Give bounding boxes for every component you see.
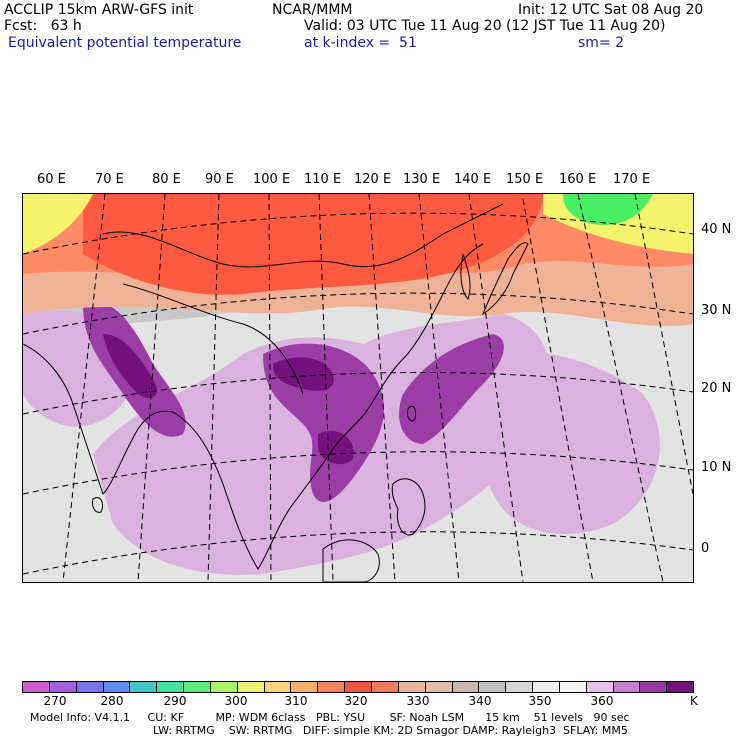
lon-label-120e: 120 E xyxy=(354,172,392,187)
colorbar-swatch xyxy=(291,682,319,692)
lat-label-30n: 30 N xyxy=(701,303,732,318)
yellow-region-northwest xyxy=(23,194,93,254)
lon-label-70e: 70 E xyxy=(95,172,124,187)
colorbar-swatch xyxy=(130,682,158,692)
theta-e-field-map xyxy=(23,194,693,582)
lon-label-80e: 80 E xyxy=(152,172,181,187)
india-coast xyxy=(23,343,174,495)
colorbar xyxy=(22,681,694,693)
colorbar-swatch xyxy=(506,682,534,692)
taiwan-coast xyxy=(407,405,416,422)
colorbar-swatch xyxy=(157,682,185,692)
lon-label-130e: 130 E xyxy=(403,172,441,187)
meridian-110e xyxy=(318,194,334,582)
colorbar-swatch xyxy=(398,682,426,692)
colorbar-label-330: 330 xyxy=(406,694,430,708)
colorbar-swatch xyxy=(533,682,560,692)
colorbar-label-300: 300 xyxy=(224,694,248,708)
colorbar-label-360: 360 xyxy=(590,694,614,708)
borneo-coast xyxy=(322,539,380,582)
meridian-130e xyxy=(418,194,460,582)
colorbar-swatch xyxy=(49,682,77,692)
colorbar-label-280: 280 xyxy=(100,694,124,708)
colorbar-swatch xyxy=(667,682,694,692)
smoothing-value: sm= 2 xyxy=(578,35,625,51)
meridian-170e xyxy=(634,194,693,495)
colorbar-swatch xyxy=(586,682,614,692)
graticule xyxy=(23,194,693,582)
meridian-140e xyxy=(468,194,524,582)
lon-label-110e: 110 E xyxy=(304,172,342,187)
model-info-line-2: LW: RRTMG SW: RRTMG DIFF: simple KM: 2D … xyxy=(153,724,628,737)
lon-label-140e: 140 E xyxy=(454,172,492,187)
dark-purple-core-scs xyxy=(318,430,354,465)
colorbar-unit: K xyxy=(690,694,698,708)
lat-label-40n: 40 N xyxy=(701,222,732,237)
colorbar-swatch xyxy=(184,682,211,692)
colorbar-swatch xyxy=(237,682,265,692)
meridian-150e xyxy=(522,198,594,582)
lon-label-160e: 160 E xyxy=(559,172,597,187)
init-time: Init: 12 UTC Sat 08 Aug 20 xyxy=(518,2,704,18)
meridian-160e xyxy=(577,194,664,582)
colorbar-label-340: 340 xyxy=(468,694,492,708)
china-border xyxy=(102,203,504,268)
colorbar-label-350: 350 xyxy=(528,694,552,708)
colorbar-swatch xyxy=(559,682,587,692)
colorbar-label-270: 270 xyxy=(43,694,67,708)
green-region-northeast xyxy=(563,194,653,225)
colorbar-swatch xyxy=(479,682,507,692)
coastlines xyxy=(23,203,529,582)
colorbar-swatch xyxy=(210,682,238,692)
colorbar-swatch xyxy=(264,682,292,692)
valid-time: Valid: 03 UTC Tue 11 Aug 20 (12 JST Tue … xyxy=(304,18,666,34)
colorbar-swatch xyxy=(76,682,104,692)
meridian-120e xyxy=(368,194,396,582)
meridian-80e xyxy=(137,194,166,582)
lon-label-150e: 150 E xyxy=(506,172,544,187)
colorbar-swatch xyxy=(425,682,453,692)
field-name: Equivalent potential temperature xyxy=(8,35,242,51)
japan-coast xyxy=(481,242,529,316)
colorbar-label-310: 310 xyxy=(284,694,308,708)
korea-coast xyxy=(460,253,471,300)
lon-label-90e: 90 E xyxy=(205,172,234,187)
level-index: at k-index = 51 xyxy=(304,35,417,51)
colorbar-swatch xyxy=(318,682,346,692)
forecast-hour: Fcst: 63 h xyxy=(4,18,82,34)
lat-label-10n: 10 N xyxy=(701,460,732,475)
colorbar-swatch xyxy=(103,682,131,692)
lon-label-100e: 100 E xyxy=(253,172,291,187)
map-panel xyxy=(22,193,694,583)
lon-label-170e: 170 E xyxy=(613,172,651,187)
lon-label-60e: 60 E xyxy=(37,172,66,187)
colorbar-swatch xyxy=(23,682,50,692)
model-info-line-1: Model Info: V4.1.1 CU: KF MP: WDM 6class… xyxy=(30,711,630,724)
colorbar-swatch xyxy=(452,682,480,692)
colorbar-label-290: 290 xyxy=(163,694,187,708)
lat-label-0: 0 xyxy=(701,541,710,556)
colorbar-swatch xyxy=(345,682,372,692)
meridian-90e xyxy=(207,194,220,582)
philippines-coast xyxy=(391,478,426,536)
indochina-coast xyxy=(172,408,369,570)
sri-lanka-coast xyxy=(92,497,104,513)
china-coast xyxy=(367,243,484,410)
pale-purple-region-east xyxy=(474,351,660,534)
colorbar-swatch xyxy=(640,682,668,692)
meridian-70e xyxy=(62,194,106,582)
lat-label-20n: 20 N xyxy=(701,381,732,396)
dark-purple-core-china xyxy=(273,357,334,391)
hot-red-region xyxy=(83,194,543,295)
mid-purple-philippine-sea xyxy=(399,334,504,444)
center-name: NCAR/MMM xyxy=(272,2,353,18)
colorbar-label-320: 320 xyxy=(344,694,368,708)
model-title: ACCLIP 15km ARW-GFS init xyxy=(4,2,194,18)
colorbar-swatch xyxy=(613,682,641,692)
dark-purple-core-india xyxy=(103,334,158,399)
china-south-border xyxy=(122,283,304,395)
colorbar-swatch xyxy=(371,682,399,692)
meridian-100e xyxy=(268,194,272,582)
